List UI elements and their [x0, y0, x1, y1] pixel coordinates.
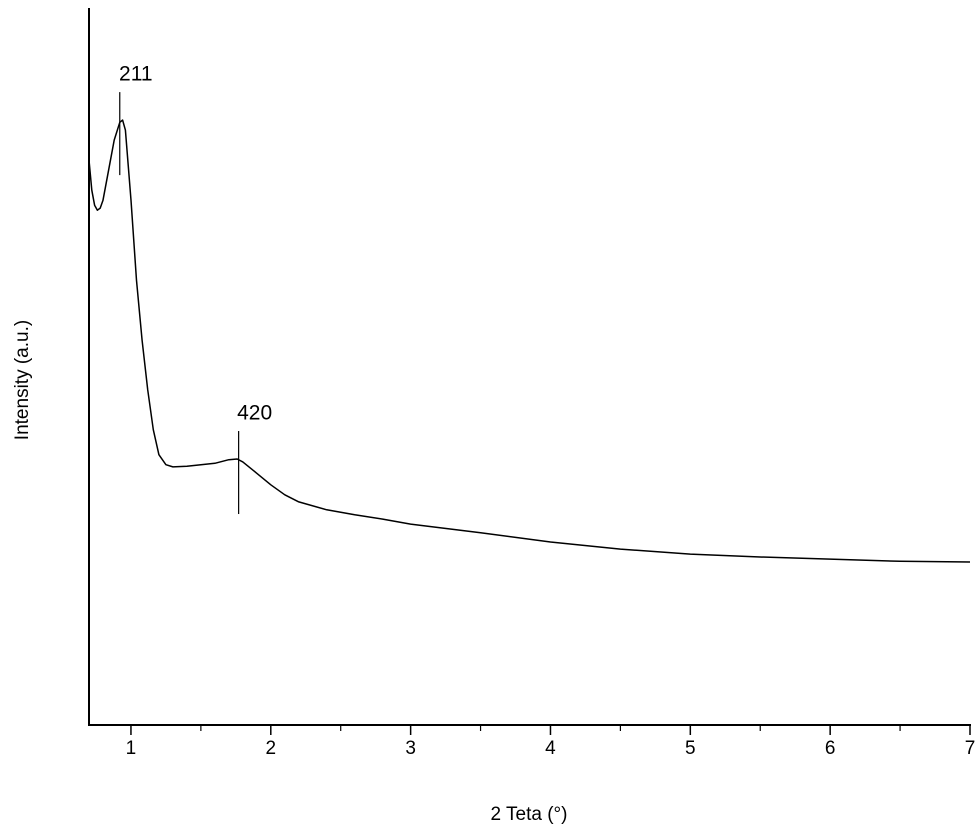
- x-tick-label: 3: [405, 738, 416, 759]
- x-tick-label: 5: [685, 738, 696, 759]
- peak-label: 420: [237, 402, 272, 425]
- x-tick-label: 7: [965, 738, 976, 759]
- x-tick-label: 1: [126, 738, 137, 759]
- x-tick-label: 2: [266, 738, 277, 759]
- x-tick-label: 4: [545, 738, 556, 759]
- y-axis-label: Intensity (a.u.): [12, 320, 33, 440]
- x-tick-label: 6: [825, 738, 836, 759]
- data-line: [88, 119, 971, 563]
- x-axis-label: 2 Teta (°): [491, 804, 568, 825]
- peak-label: 211: [119, 63, 152, 86]
